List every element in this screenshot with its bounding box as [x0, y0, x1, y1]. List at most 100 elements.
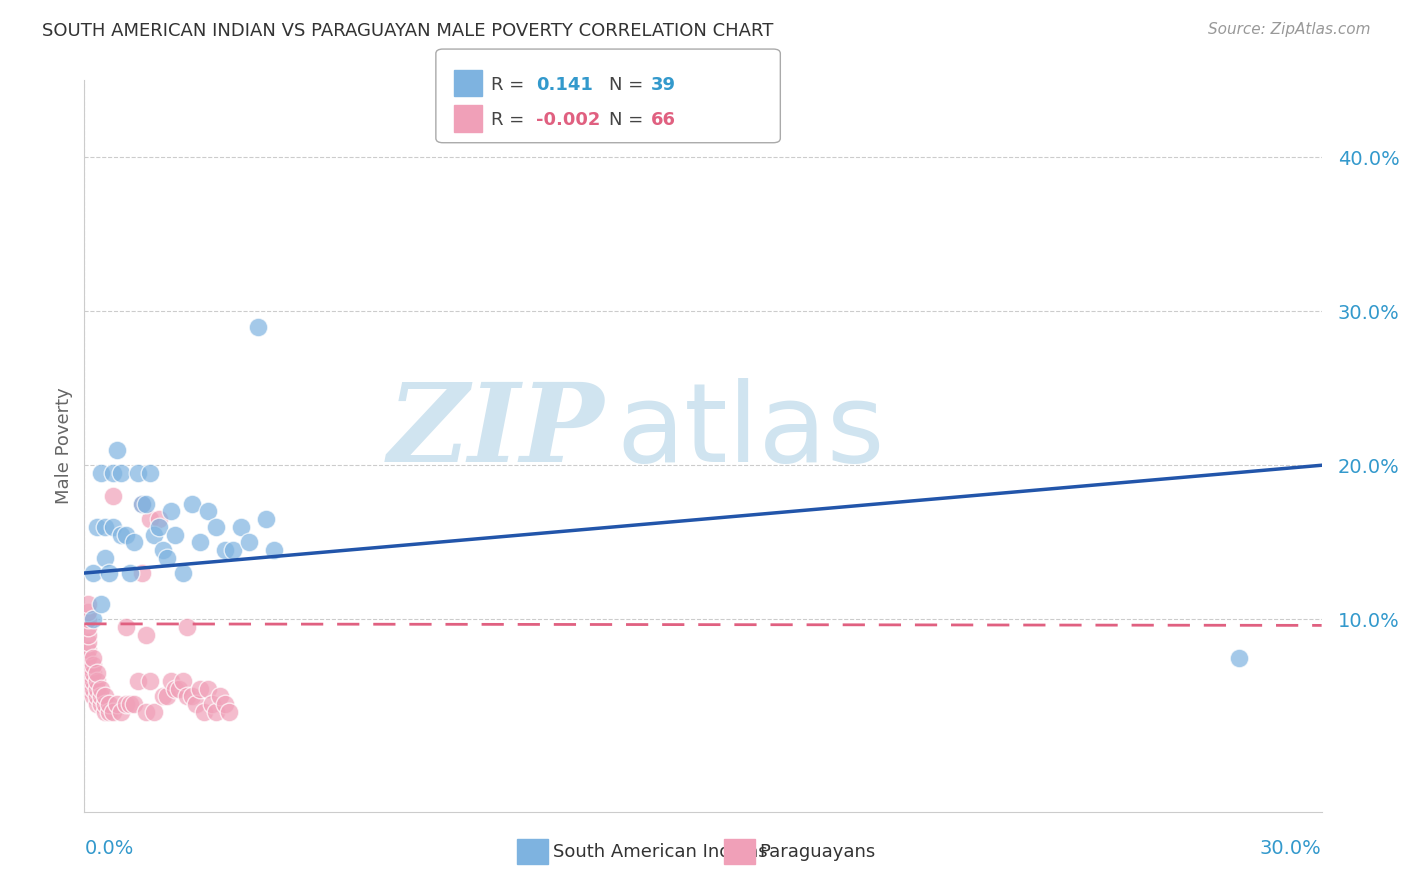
Text: ZIP: ZIP [388, 377, 605, 485]
Point [139, 673, 162, 688]
Point [98, 697, 121, 711]
Point [254, 512, 277, 526]
Point [197, 681, 219, 696]
Point [94, 520, 117, 534]
Point [90, 697, 112, 711]
Point [167, 681, 190, 696]
Point [82, 690, 104, 704]
Text: R =: R = [491, 112, 524, 129]
Point [77, 658, 100, 673]
Point [197, 504, 219, 518]
Point [135, 627, 157, 641]
Text: Paraguayans: Paraguayans [759, 843, 876, 861]
Point [165, 527, 187, 541]
Text: 0.141: 0.141 [536, 76, 592, 94]
Text: South American Indians: South American Indians [553, 843, 768, 861]
Point [114, 697, 136, 711]
Point [77, 612, 100, 626]
Point [86, 673, 108, 688]
Point [229, 520, 252, 534]
Point [103, 705, 125, 719]
Point [118, 697, 141, 711]
Point [86, 697, 108, 711]
Point [82, 612, 104, 626]
Point [122, 697, 145, 711]
Point [86, 681, 108, 696]
Point [143, 527, 166, 541]
Point [205, 705, 228, 719]
Point [160, 504, 183, 518]
Text: Source: ZipAtlas.com: Source: ZipAtlas.com [1208, 22, 1371, 37]
Point [156, 550, 179, 565]
Point [148, 520, 170, 534]
Point [131, 497, 153, 511]
Point [110, 705, 132, 719]
Text: 0.0%: 0.0% [84, 839, 134, 858]
Point [148, 512, 170, 526]
Point [90, 681, 112, 696]
Point [77, 627, 100, 641]
Point [180, 690, 202, 704]
Point [82, 658, 104, 673]
Text: -0.002: -0.002 [536, 112, 600, 129]
Point [114, 620, 136, 634]
Point [77, 597, 100, 611]
Point [86, 666, 108, 681]
Point [205, 520, 228, 534]
Y-axis label: Male Poverty: Male Poverty [55, 388, 73, 504]
Point [180, 497, 202, 511]
Point [1227, 650, 1250, 665]
Point [222, 543, 245, 558]
Point [94, 697, 117, 711]
Point [86, 690, 108, 704]
Point [94, 705, 117, 719]
Text: 30.0%: 30.0% [1260, 839, 1322, 858]
Point [218, 705, 240, 719]
Point [184, 697, 207, 711]
Text: N =: N = [609, 112, 643, 129]
Point [90, 690, 112, 704]
Point [152, 543, 174, 558]
Text: atlas: atlas [616, 378, 884, 485]
Point [131, 497, 153, 511]
Point [160, 673, 183, 688]
Point [135, 705, 157, 719]
Point [152, 690, 174, 704]
Point [114, 527, 136, 541]
Point [139, 512, 162, 526]
Point [127, 673, 149, 688]
Point [82, 650, 104, 665]
Point [82, 681, 104, 696]
Point [176, 690, 198, 704]
Point [103, 489, 125, 503]
Point [238, 535, 260, 549]
Point [82, 666, 104, 681]
Point [209, 690, 232, 704]
Point [122, 535, 145, 549]
Point [86, 520, 108, 534]
Point [82, 566, 104, 580]
Point [118, 566, 141, 580]
Point [143, 705, 166, 719]
Text: 66: 66 [651, 112, 676, 129]
Point [176, 620, 198, 634]
Point [77, 620, 100, 634]
Text: SOUTH AMERICAN INDIAN VS PARAGUAYAN MALE POVERTY CORRELATION CHART: SOUTH AMERICAN INDIAN VS PARAGUAYAN MALE… [42, 22, 773, 40]
Point [201, 697, 224, 711]
Point [77, 673, 100, 688]
Point [172, 673, 194, 688]
Point [105, 697, 128, 711]
Point [105, 442, 128, 457]
Point [77, 643, 100, 657]
Point [131, 566, 153, 580]
Point [98, 705, 121, 719]
Point [90, 466, 112, 480]
Point [139, 466, 162, 480]
Point [263, 543, 285, 558]
Point [77, 650, 100, 665]
Point [214, 697, 236, 711]
Point [90, 597, 112, 611]
Text: R =: R = [491, 76, 524, 94]
Point [98, 566, 121, 580]
Point [156, 690, 179, 704]
